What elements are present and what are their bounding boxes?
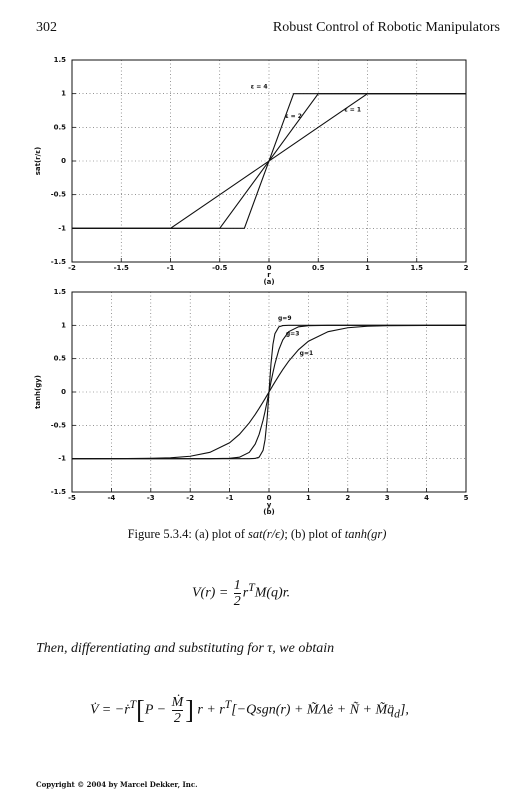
x-axis-sublabel: (b) [263,508,274,516]
series-label: ε = 4 [251,83,268,90]
x-tick-label: -5 [68,494,76,502]
eq-sup: T [248,581,255,595]
y-tick-label: -1 [58,455,66,463]
x-axis-label: r [267,271,271,279]
figure: -2 -1.5 -1 -0.5 0 0.5 1 1.5 2-1.5-1-0.500.511.5r… [34,56,469,516]
numerator: Ṁ [171,695,184,710]
y-tick-label: -1.5 [51,488,66,496]
y-tick-label: 1 [61,321,66,329]
x-tick-label: 3 [385,494,390,502]
equation: V(r) = 1 2 rTM(q)r. [192,578,290,609]
series-label: ε = 1 [344,106,361,113]
x-tick-label: -0.5 [212,264,227,272]
eq-sup: T [129,698,137,712]
x-tick-label: 0.5 [312,264,325,272]
y-tick-label: 0.5 [54,355,67,363]
caption: Figure 5.3.4: (a) plot of sat(r/ϵ); (b) … [0,527,514,542]
x-tick-label: -2 [68,264,76,272]
x-tick-label: -1.5 [114,264,129,272]
y-tick-label: -1.5 [51,258,66,266]
x-axis-label: y [267,501,272,509]
plot-frame [71,291,467,493]
eq-lhs: V̇ = −ṙ [90,702,130,718]
x-tick-label: -2 [186,494,194,502]
y-tick-label: -0.5 [51,421,66,429]
denominator: 2 [171,710,184,726]
x-tick-label: -1 [226,494,234,502]
footer: Copyright © 2004 by Marcel Dekker, Inc. [36,780,198,789]
eq-term: r [242,585,249,601]
y-tick-label: -0.5 [51,191,66,199]
x-tick-label: 2 [464,264,469,272]
y-tick-label: 1 [61,90,66,98]
caption-formula: sat(r/ϵ) [248,527,285,541]
series-label: g=9 [278,315,292,322]
denominator: 2 [233,593,241,609]
numerator: 1 [233,578,241,593]
eq-term: r + r [193,702,225,718]
x-tick-label: 1 [306,494,311,502]
running-title: Robust Control of Robotic Manipulators [272,20,500,35]
series-line [71,324,467,460]
body-text: Then, differentiating and substituting f… [36,641,335,656]
caption-formula: tanh(gr) [344,527,387,541]
bracket: ] [185,695,194,725]
x-tick-label: 1.5 [411,264,424,272]
x-tick-label: -4 [108,494,116,502]
x-tick-label: 0 [267,264,272,272]
x-tick-label: 4 [424,494,429,502]
y-tick-label: 0 [61,157,66,165]
y-tick-label: 1.5 [54,288,67,296]
series-line [72,93,466,229]
eq-term: M(q)r. [254,585,291,601]
eq-term: P − [144,702,170,718]
caption-text: Figure 5.3.4: (a) plot of [127,527,249,541]
x-tick-label: 0 [267,494,272,502]
bracket: [ [136,695,145,725]
x-tick-label: -3 [147,494,155,502]
series-label: g=1 [300,350,314,357]
x-tick-label: 1 [365,264,370,272]
x-tick-label: 5 [464,494,469,502]
page-number: 302 [36,20,57,35]
x-tick-label: -1 [167,264,175,272]
series-label: g=3 [286,331,300,338]
eq-sup: T [224,698,232,712]
series-label: ε = 2 [285,113,302,120]
equation: V̇ = −ṙT[P − Ṁ 2] r + rT[−Qsgn(r) + M̃Λė … [90,695,409,726]
eq-term: ], [399,702,409,718]
y-tick-label: 0.5 [54,123,67,131]
y-axis-label: sat(r/ε) [34,147,42,176]
x-axis-sublabel: (a) [263,278,274,286]
caption-text: ; (b) plot of [284,527,345,541]
y-tick-label: 1.5 [54,56,67,64]
eq-term: [−Qsgn(r) + M̃Λė + Ñ + M̃q̈ [231,702,395,718]
y-tick-label: -1 [58,224,66,232]
eq-lhs: V(r) = [192,585,232,601]
y-axis-label: tanh(gy) [34,375,42,409]
x-tick-label: 2 [345,494,350,502]
plot-frame [71,59,467,263]
eq-sub: d [394,707,400,721]
y-tick-label: 0 [61,388,66,396]
